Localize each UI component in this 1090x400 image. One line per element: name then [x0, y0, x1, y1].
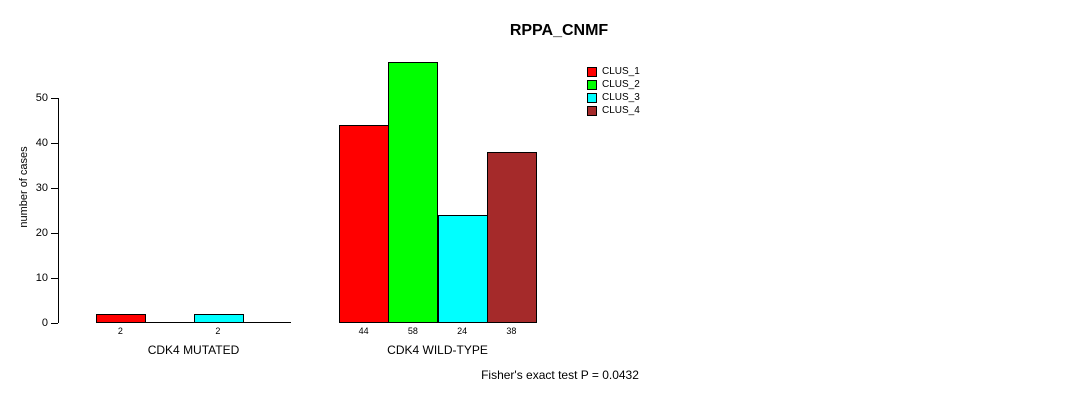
fisher-test-annotation: Fisher's exact test P = 0.0432	[481, 368, 639, 382]
legend-label: CLUS_3	[602, 92, 640, 103]
legend-item: CLUS_2	[587, 78, 640, 91]
bar-value-label: 2	[117, 326, 123, 336]
legend: CLUS_1 CLUS_2 CLUS_3 CLUS_4	[587, 65, 640, 117]
bar-value-label: 38	[506, 326, 517, 336]
bar	[388, 62, 438, 323]
bar-value-label: 44	[358, 326, 369, 336]
y-axis-tick	[51, 278, 58, 279]
legend-swatch	[587, 79, 597, 90]
y-axis-tick-label: 10	[35, 272, 48, 284]
legend-swatch	[587, 105, 597, 116]
legend-item: CLUS_3	[587, 91, 640, 104]
y-axis-tick	[51, 188, 58, 189]
bar	[96, 314, 146, 323]
bar-value-label: 24	[457, 326, 468, 336]
group-label: CDK4 MUTATED	[147, 343, 240, 357]
y-axis-tick	[51, 323, 58, 324]
y-axis-tick-label: 40	[35, 137, 48, 149]
bar	[339, 125, 389, 323]
legend-swatch	[587, 66, 597, 77]
bar	[194, 314, 244, 323]
legend-label: CLUS_1	[602, 66, 640, 77]
group-label: CDK4 WILD-TYPE	[387, 343, 488, 357]
legend-label: CLUS_4	[602, 105, 640, 116]
bar-value-label: 58	[407, 326, 418, 336]
bar	[487, 152, 537, 323]
legend-item: CLUS_4	[587, 104, 640, 117]
y-axis-tick-label: 0	[41, 317, 48, 329]
y-axis-tick	[51, 233, 58, 234]
group-baseline	[96, 322, 291, 323]
y-axis-tick-label: 20	[35, 227, 48, 239]
bar-value-label: 2	[215, 326, 221, 336]
bar	[438, 215, 488, 323]
legend-swatch	[587, 92, 597, 103]
chart-title: RPPA_CNMF	[509, 22, 609, 39]
y-axis-tick-label: 30	[35, 182, 48, 194]
legend-label: CLUS_2	[602, 79, 640, 90]
y-axis-tick	[51, 143, 58, 144]
legend-item: CLUS_1	[587, 65, 640, 78]
y-axis-tick	[51, 98, 58, 99]
y-axis-tick-label: 50	[35, 92, 48, 104]
y-axis-line	[58, 98, 59, 323]
